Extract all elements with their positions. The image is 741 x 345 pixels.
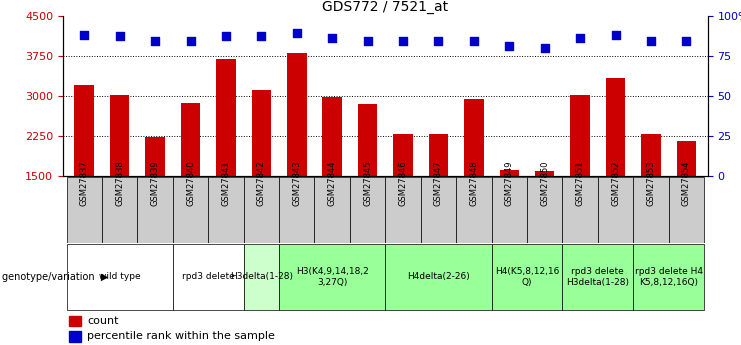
Bar (244, 244, 279, 310)
Point (610, 32, 622, 38)
Text: GSM27852: GSM27852 (611, 161, 620, 206)
Point (220, 33, 232, 39)
Bar (641, 134, 661, 176)
Text: GSM27851: GSM27851 (576, 161, 585, 206)
Text: GSM27850: GSM27850 (540, 161, 549, 206)
Bar (562, 244, 634, 310)
Text: GSM27853: GSM27853 (646, 161, 656, 206)
Bar (562, 177, 598, 243)
Point (468, 38, 480, 44)
Text: H3delta(1-28): H3delta(1-28) (230, 272, 293, 282)
Point (256, 33, 268, 39)
Bar (70, 316, 81, 326)
Bar (606, 78, 625, 176)
Text: GSM27845: GSM27845 (363, 161, 372, 206)
Bar (358, 104, 377, 176)
Text: GSM27847: GSM27847 (434, 161, 443, 206)
Point (149, 38, 161, 44)
Bar (208, 177, 244, 243)
Bar (668, 177, 704, 243)
Text: percentile rank within the sample: percentile rank within the sample (87, 332, 276, 341)
Bar (110, 95, 130, 176)
Bar (75, 85, 94, 176)
Bar (634, 177, 668, 243)
Text: GSM27843: GSM27843 (292, 161, 302, 206)
Bar (173, 177, 208, 243)
Bar (393, 134, 413, 176)
Bar (499, 169, 519, 176)
Point (645, 38, 657, 44)
Point (539, 45, 551, 50)
Bar (145, 137, 165, 176)
Text: GSM27854: GSM27854 (682, 161, 691, 206)
Bar (491, 177, 527, 243)
Text: GSM27848: GSM27848 (469, 161, 479, 206)
Text: H4delta(2-26): H4delta(2-26) (407, 272, 470, 282)
Text: GSM27842: GSM27842 (257, 161, 266, 206)
Text: count: count (87, 316, 119, 326)
Bar (491, 244, 562, 310)
Bar (322, 97, 342, 176)
Bar (634, 244, 704, 310)
Bar (535, 171, 554, 176)
Point (503, 43, 515, 49)
Bar (279, 177, 314, 243)
Text: H3(K4,9,14,18,2
3,27Q): H3(K4,9,14,18,2 3,27Q) (296, 267, 368, 287)
Point (326, 35, 338, 41)
Text: GSM27849: GSM27849 (505, 161, 514, 206)
Bar (244, 177, 279, 243)
Bar (527, 177, 562, 243)
Bar (67, 244, 173, 310)
Bar (102, 177, 137, 243)
Bar (216, 59, 236, 176)
Point (113, 33, 125, 39)
Bar (314, 177, 350, 243)
Bar (181, 103, 200, 176)
Text: GSM27844: GSM27844 (328, 161, 336, 206)
Bar (385, 244, 491, 310)
Text: GSM27846: GSM27846 (399, 161, 408, 206)
Text: GSM27840: GSM27840 (186, 161, 195, 206)
Bar (350, 177, 385, 243)
Text: GSM27839: GSM27839 (150, 161, 159, 206)
Point (397, 38, 409, 44)
Point (433, 38, 445, 44)
Point (185, 38, 196, 44)
Bar (137, 177, 173, 243)
Point (680, 38, 692, 44)
Bar (67, 177, 102, 243)
Text: H4(K5,8,12,16
Q): H4(K5,8,12,16 Q) (495, 267, 559, 287)
Bar (252, 90, 271, 176)
Text: wild type: wild type (99, 272, 141, 282)
Text: genotype/variation  ▶: genotype/variation ▶ (2, 272, 109, 282)
Bar (456, 177, 491, 243)
Text: GSM27838: GSM27838 (115, 160, 124, 206)
Text: GSM27837: GSM27837 (80, 160, 89, 206)
Point (79, 32, 90, 38)
Point (290, 30, 302, 36)
Text: rpd3 delete
H3delta(1-28): rpd3 delete H3delta(1-28) (566, 267, 629, 287)
Bar (429, 134, 448, 176)
Bar (70, 331, 81, 342)
Bar (598, 177, 634, 243)
Bar (464, 99, 484, 176)
Bar (279, 244, 385, 310)
Text: rpd3 delete: rpd3 delete (182, 272, 235, 282)
Bar (677, 141, 696, 176)
Text: rpd3 delete H4
K5,8,12,16Q): rpd3 delete H4 K5,8,12,16Q) (635, 267, 702, 287)
Text: GSM27841: GSM27841 (222, 161, 230, 206)
Title: GDS772 / 7521_at: GDS772 / 7521_at (322, 0, 448, 14)
Bar (571, 95, 590, 176)
Bar (287, 53, 307, 176)
Bar (421, 177, 456, 243)
Bar (173, 244, 244, 310)
Point (574, 35, 586, 41)
Point (362, 38, 373, 44)
Bar (385, 177, 421, 243)
